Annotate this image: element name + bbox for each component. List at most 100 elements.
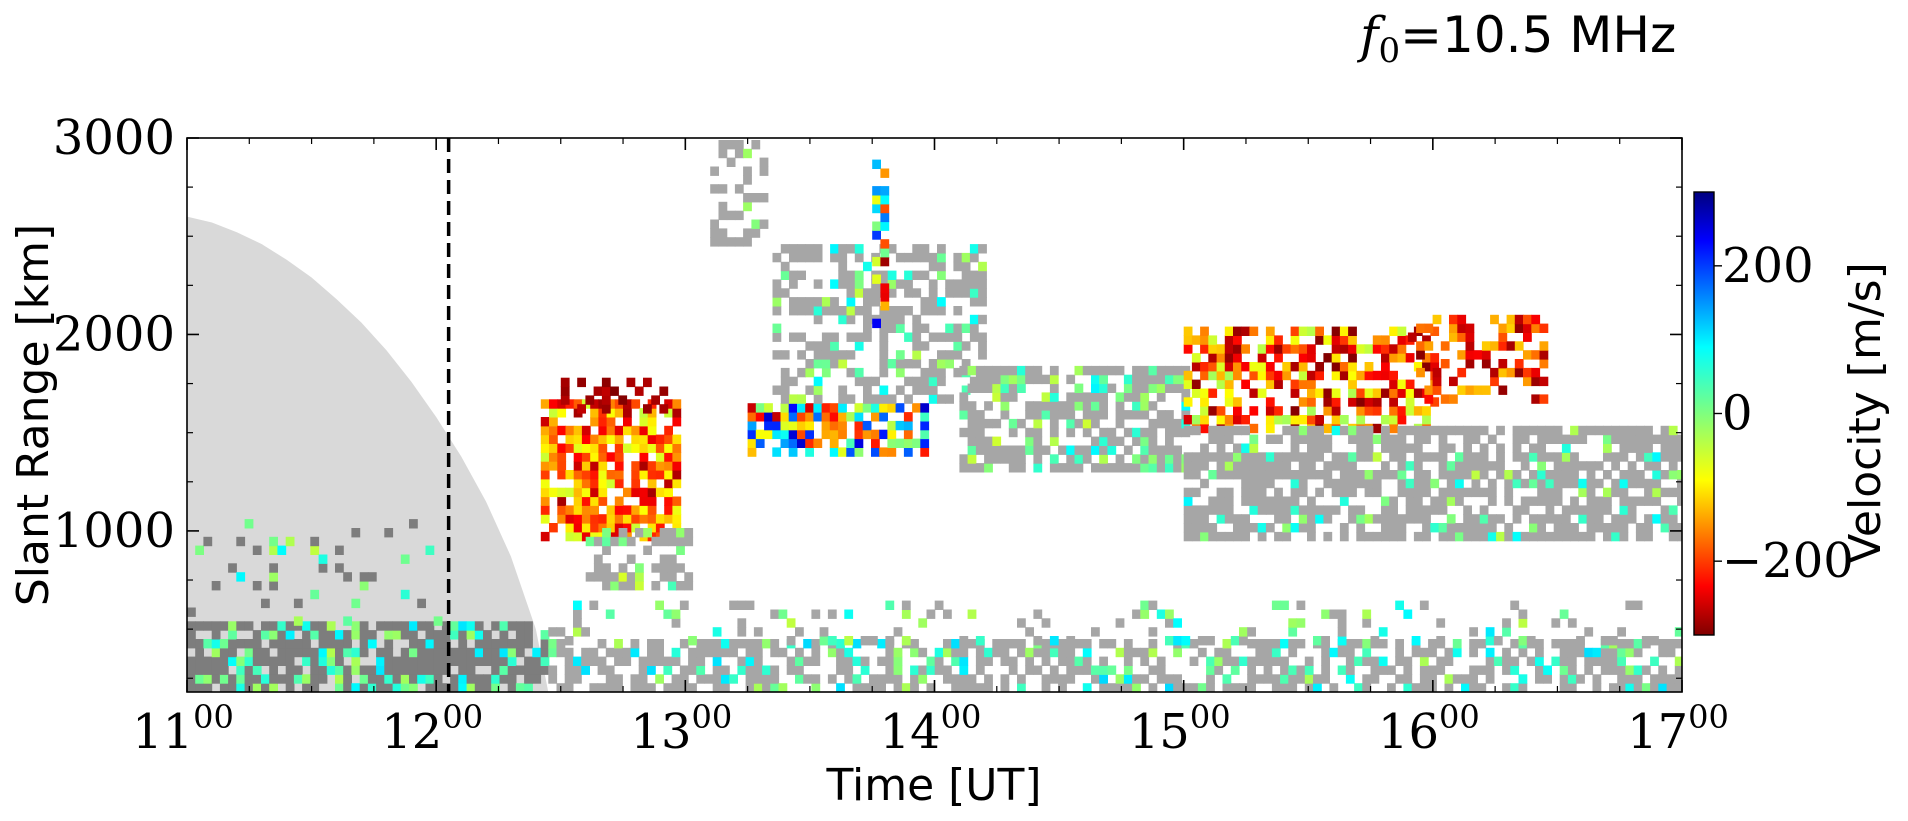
scatter-cell-early-low-band xyxy=(285,656,295,666)
scatter-cell-band-1500 xyxy=(1290,415,1300,425)
scatter-cell-burst-1230 xyxy=(565,523,575,533)
scatter-cell-band-1500 xyxy=(1249,326,1259,336)
scatter-cell-low-band xyxy=(967,674,977,684)
scatter-cell-early-mid-echoes xyxy=(400,554,410,564)
scatter-cell-gray-1500 xyxy=(1479,461,1489,471)
scatter-cell-gray-1500 xyxy=(1241,461,1250,471)
scatter-cell-diag-1330 xyxy=(879,367,889,378)
scatter-cell-low-scattered xyxy=(1181,636,1191,646)
scatter-cell-low-band xyxy=(622,656,632,666)
scatter-cell-gray-1500 xyxy=(1553,523,1563,533)
scatter-cell-burst-1230 xyxy=(614,478,624,489)
scatter-cell-early-mid-echoes xyxy=(285,536,295,547)
scatter-cell-low-band xyxy=(688,656,697,666)
scatter-cell-gray-1500 xyxy=(1381,443,1390,453)
scatter-cell-gray-1400 xyxy=(1132,463,1141,473)
scatter-cell-low-band xyxy=(696,639,706,649)
x-tick-label: 1300 xyxy=(630,698,732,760)
scatter-cell-burst-1230-gray xyxy=(684,581,694,591)
scatter-cell-gray-1500 xyxy=(1290,496,1300,506)
scatter-cell-band-1500 xyxy=(1224,344,1234,354)
scatter-cell-early-low-band xyxy=(252,683,262,692)
scatter-cell-gray-1500 xyxy=(1307,443,1316,453)
scatter-cell-low-scattered xyxy=(1296,600,1306,610)
scatter-cell-diag-1330 xyxy=(838,279,848,289)
scatter-cell-burst-1230 xyxy=(549,434,558,444)
scatter-cell-top-1315 xyxy=(743,175,752,185)
scatter-cell-gray-1500 xyxy=(1372,531,1382,542)
scatter-cell-low-scattered xyxy=(1502,618,1511,628)
scatter-cell-diag-1330 xyxy=(772,288,782,298)
scatter-cell-low-scattered xyxy=(778,609,788,619)
scatter-cell-low-band xyxy=(836,665,845,675)
scatter-cell-gray-1500 xyxy=(1611,487,1620,498)
scatter-cell-early-low-band xyxy=(269,656,278,666)
scatter-cell-burst-1230-tails xyxy=(659,386,669,396)
x-tick-minutes: 00 xyxy=(1190,698,1231,736)
scatter-cell-low-band xyxy=(1296,674,1306,684)
scatter-cell-gray-1400 xyxy=(1000,401,1010,411)
scatter-cell-low-band xyxy=(1535,665,1544,675)
scatter-cell-gray-1500 xyxy=(1561,505,1571,515)
scatter-cell-band-1600 xyxy=(1432,367,1442,378)
scatter-cell-burst-1230 xyxy=(672,523,682,533)
scatter-cell-diag-1330 xyxy=(961,261,971,272)
scatter-cell-low-band xyxy=(1230,665,1240,675)
scatter-cell-gray-1400 xyxy=(1123,392,1133,402)
scatter-cell-gray-1500 xyxy=(1422,487,1431,498)
scatter-cell-burst-1230 xyxy=(655,470,665,480)
scatter-cell-gray-1400 xyxy=(967,427,977,438)
scatter-cell-low-band xyxy=(1559,665,1569,675)
scatter-cell-gray-1500 xyxy=(1487,478,1497,489)
scatter-cell-low-band xyxy=(1559,639,1569,649)
scatter-cell-low-band xyxy=(934,647,944,658)
scatter-cell-diag-1330 xyxy=(821,332,831,342)
x-tick-hour: 16 xyxy=(1378,704,1439,760)
scatter-cell-band-1600 xyxy=(1531,376,1541,387)
scatter-cell-gray-1500 xyxy=(1537,452,1546,462)
scatter-cell-low-band xyxy=(1387,665,1396,675)
scatter-cell-gray-1500 xyxy=(1191,531,1201,542)
scatter-cell-gray-1400 xyxy=(1099,454,1108,464)
scatter-cell-low-band xyxy=(1609,656,1618,666)
scatter-cell-gray-1500 xyxy=(1348,434,1357,444)
scatter-cell-low-scattered xyxy=(1337,636,1347,646)
scatter-cell-burst-1230 xyxy=(598,514,608,524)
scatter-cell-band-1500 xyxy=(1183,379,1193,389)
scatter-cell-diag-1330 xyxy=(920,306,930,316)
scatter-cell-early-low-band xyxy=(244,665,254,675)
scatter-cell-top-1315 xyxy=(718,201,728,212)
scatter-cell-low-scattered xyxy=(1140,609,1150,619)
scatter-cell-burst-1230 xyxy=(614,496,624,506)
scatter-cell-gray-1400 xyxy=(1107,463,1117,473)
scatter-cell-band-1500 xyxy=(1372,388,1382,398)
scatter-cell-band-1500 xyxy=(1389,370,1398,381)
scatter-cell-burst-1230-gray xyxy=(659,572,669,582)
scatter-cell-band-1500 xyxy=(1191,353,1201,363)
scatter-cell-low-band xyxy=(852,639,862,649)
scatter-cell-band-1310 xyxy=(764,403,773,413)
scatter-cell-gray-1500 xyxy=(1512,443,1522,453)
scatter-cell-gray-1500 xyxy=(1315,487,1324,498)
scatter-cell-band-1310 xyxy=(805,412,814,422)
scatter-cell-low-band xyxy=(1567,683,1577,692)
scatter-cell-low-band xyxy=(581,665,590,675)
scatter-cell-band-1310 xyxy=(903,412,913,422)
scatter-cell-diag-1330 xyxy=(978,314,987,325)
scatter-cell-diag-1330 xyxy=(772,385,782,395)
scatter-cell-top-1315 xyxy=(718,148,728,159)
scatter-cell-band-1310 xyxy=(903,438,913,448)
scatter-cell-burst-1230 xyxy=(639,461,649,471)
scatter-cell-low-scattered xyxy=(1395,600,1404,610)
scatter-cell-gray-1500 xyxy=(1578,531,1588,542)
scatter-cell-gray-1400 xyxy=(1165,436,1174,446)
scatter-cell-burst-1230 xyxy=(614,523,624,533)
scatter-cell-early-low-band xyxy=(236,674,246,684)
scatter-cell-early-low-band xyxy=(417,621,426,631)
scatter-cell-low-band xyxy=(1321,656,1330,666)
scatter-cell-gray-1400 xyxy=(1099,436,1108,446)
scatter-cell-gray-1400 xyxy=(1066,410,1076,420)
scatter-cell-gray-1500 xyxy=(1183,452,1193,462)
scatter-cell-band-1500 xyxy=(1290,406,1300,416)
scatter-cell-early-low-band xyxy=(491,647,500,658)
